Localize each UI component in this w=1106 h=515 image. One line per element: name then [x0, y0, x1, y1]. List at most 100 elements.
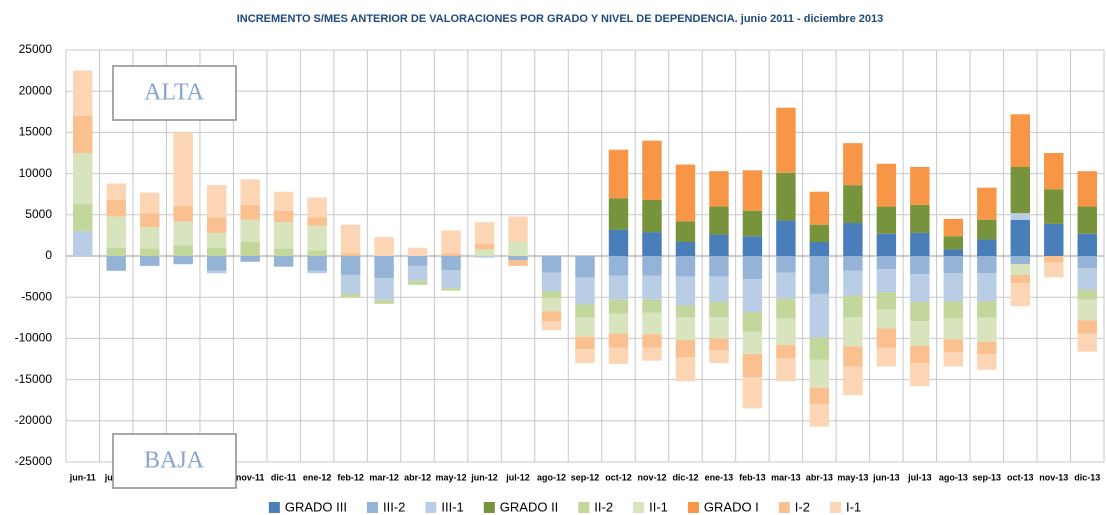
bar-segment [843, 256, 863, 271]
x-tick-label: ene-13 [705, 472, 734, 482]
legend-swatch [633, 502, 645, 513]
bar-segment [441, 253, 461, 256]
bar-segment [776, 358, 796, 382]
legend-label: GRADO I [704, 499, 759, 514]
annotation-baja: BAJA [112, 433, 237, 489]
bar-segment [943, 256, 964, 274]
bar-segment [1010, 274, 1031, 284]
bar-segment [809, 224, 830, 242]
bar-segment [73, 231, 93, 256]
bar-segment [742, 312, 763, 332]
bar-segment [843, 316, 863, 347]
y-tick-label: -25000 [15, 454, 53, 468]
bar-segment [943, 273, 964, 302]
bar-segment [843, 223, 863, 256]
bar-segment [943, 301, 964, 319]
legend-item: GRADO III [268, 499, 347, 514]
bar-segment [910, 345, 930, 364]
bar-segment [139, 256, 160, 266]
bar-segment [709, 349, 729, 364]
bar-segment [910, 363, 930, 387]
bar-segment [709, 171, 729, 207]
bar-segment [441, 270, 461, 289]
legend-item: GRADO II [483, 499, 559, 514]
bar-segment [642, 299, 662, 313]
bar-segment [206, 247, 227, 256]
bar-segment [742, 354, 763, 378]
bar-segment [943, 218, 964, 237]
annotation: ALTA [144, 80, 205, 106]
bar-segment [139, 248, 160, 256]
bar-segment [1044, 256, 1064, 263]
bar-segment [541, 272, 562, 292]
x-tick-label: jul-13 [907, 472, 932, 482]
y-tick-label: 20000 [19, 83, 53, 97]
bar-segment [240, 179, 260, 205]
bar-segment [307, 270, 327, 274]
x-tick-label: may-13 [837, 472, 868, 482]
bar-segment [173, 221, 193, 246]
bar-segment [843, 185, 863, 224]
bar-segment [307, 250, 327, 256]
bar-segment [742, 256, 763, 280]
legend-label: III-2 [383, 499, 405, 514]
bar-segment [910, 274, 930, 303]
bar-segment [575, 304, 595, 318]
bar-segment [575, 317, 595, 337]
legend-label: I-1 [846, 499, 861, 514]
annotation-alta: ALTA [112, 65, 237, 121]
bar-segment [1077, 206, 1097, 234]
bar-segment [675, 316, 696, 341]
chart-title: INCREMENTO S/MES ANTERIOR DE VALORACIONE… [237, 13, 884, 25]
bar-segment [843, 270, 863, 296]
legend-item: II-1 [633, 499, 668, 514]
bar-segment [910, 302, 930, 322]
bar-segment [977, 354, 997, 370]
bar-segment [642, 232, 662, 256]
bar-segment [541, 256, 562, 273]
bar-segment [876, 269, 897, 293]
legend-item: GRADO I [687, 499, 759, 514]
bar-segment [876, 206, 897, 234]
bar-segment [608, 313, 629, 334]
bar-segment [675, 221, 696, 242]
bar-segment [106, 256, 126, 271]
legend-item: III-1 [425, 499, 464, 514]
y-tick-label: -20000 [15, 413, 53, 427]
bar-segment [1010, 213, 1031, 220]
y-tick-label: -15000 [15, 372, 53, 386]
bar-segment [876, 347, 897, 367]
bar-segment [374, 299, 394, 304]
bar-segment [675, 357, 696, 382]
bar-segment [139, 213, 160, 228]
bar-segment [340, 253, 361, 256]
x-tick-label: ago-12 [537, 472, 566, 482]
bar-segment [977, 239, 997, 256]
legend-label: I-2 [795, 499, 810, 514]
bar-segment [106, 216, 126, 248]
bar-segment [374, 278, 394, 300]
bar-segment [1010, 219, 1031, 256]
bar-segment [608, 333, 629, 348]
bar-segment [407, 256, 428, 266]
x-tick-label: abr-13 [806, 472, 833, 482]
bar-segment [709, 276, 729, 303]
bar-segment [273, 222, 294, 249]
bar-segment [742, 331, 763, 355]
bar-segment [575, 277, 595, 305]
legend-label: GRADO II [500, 499, 559, 514]
legend-label: II-2 [594, 499, 613, 514]
bar-segment [73, 153, 93, 205]
legend-label: II-1 [649, 499, 668, 514]
bar-segment [273, 256, 294, 267]
legend-swatch [687, 502, 699, 513]
bar-segment [307, 225, 327, 251]
x-tick-label: jun-11 [69, 472, 96, 482]
bar-segment [776, 256, 796, 273]
bar-segment [809, 293, 830, 338]
bar-segment [273, 210, 294, 223]
bar-segment [910, 204, 930, 233]
bar-segment [608, 275, 629, 300]
bar-segment [675, 241, 696, 256]
